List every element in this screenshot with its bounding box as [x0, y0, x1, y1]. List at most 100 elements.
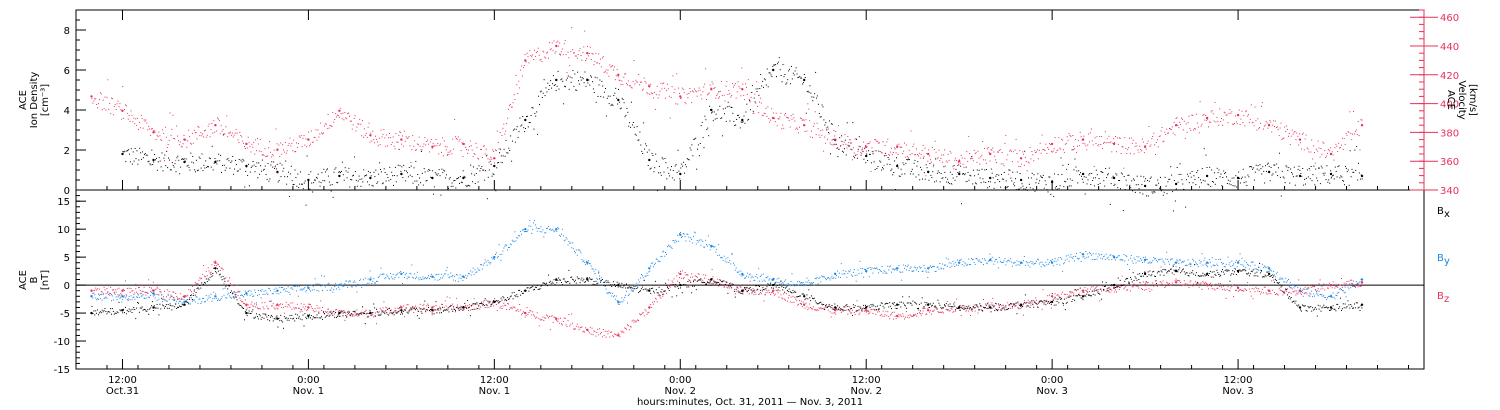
- by-series-sample: [876, 267, 878, 269]
- velocity-series-sample: [597, 62, 599, 64]
- density-series-sample: [279, 162, 281, 164]
- velocity-series-sample: [526, 52, 528, 54]
- by-series-sample: [419, 276, 421, 278]
- velocity-series-sample: [859, 146, 861, 148]
- velocity-series-sample: [1086, 149, 1088, 151]
- density-series-point: [1205, 174, 1209, 178]
- density-series-sample: [146, 154, 148, 156]
- velocity-series-sample: [708, 92, 710, 94]
- bz-series-sample: [339, 315, 341, 317]
- by-series-point: [586, 261, 589, 264]
- velocity-series-sample: [1178, 127, 1180, 129]
- by-series-sample: [436, 273, 438, 275]
- by-series-sample: [667, 244, 669, 246]
- by-series-sample: [950, 262, 952, 264]
- density-series-sample: [217, 160, 219, 162]
- density-series-sample: [740, 121, 742, 123]
- bz-series-sample: [726, 286, 728, 288]
- by-series-sample: [632, 288, 634, 290]
- by-series-sample: [482, 264, 484, 266]
- by-series-sample: [119, 297, 121, 299]
- by-series-sample: [1009, 260, 1011, 262]
- bz-series-sample: [151, 287, 152, 289]
- bz-series-sample: [434, 310, 436, 311]
- by-series-sample: [694, 232, 696, 234]
- by-series-sample: [1053, 260, 1055, 262]
- bz-series-sample: [480, 306, 482, 308]
- velocity-series-sample: [393, 145, 395, 147]
- bz-series-sample: [408, 309, 410, 311]
- density-series-sample: [701, 121, 703, 123]
- density-series-sample: [459, 176, 461, 178]
- velocity-series-sample: [1144, 145, 1146, 147]
- density-series-sample: [679, 178, 681, 180]
- bz-series-sample: [639, 313, 641, 315]
- by-series-sample: [439, 279, 441, 281]
- density-series-sample: [1277, 175, 1279, 177]
- velocity-series-sample: [415, 149, 417, 151]
- bz-series-sample: [348, 310, 350, 312]
- by-series-sample: [152, 295, 154, 297]
- density-series-sample: [343, 179, 345, 181]
- bz-series-sample: [121, 294, 123, 296]
- by-series-sample: [279, 287, 281, 289]
- velocity-series-sample: [365, 132, 367, 134]
- by-series-sample: [257, 294, 258, 296]
- bz-series-sample: [771, 292, 773, 294]
- bz-series-sample: [455, 311, 456, 313]
- by-series-sample: [251, 293, 253, 295]
- by-series-sample: [432, 276, 434, 278]
- density-series-sample: [805, 112, 807, 114]
- density-series-sample: [804, 77, 806, 78]
- by-series-sample: [340, 282, 342, 284]
- bz-series-sample: [91, 290, 93, 292]
- by-series-sample: [605, 288, 607, 290]
- by-series-sample: [1115, 259, 1116, 261]
- by-series-sample: [1302, 295, 1304, 297]
- by-series-sample: [1327, 295, 1329, 297]
- by-series-sample: [678, 240, 680, 242]
- velocity-series-sample: [864, 148, 865, 150]
- by-series-sample: [819, 276, 821, 278]
- velocity-series-sample: [566, 72, 568, 74]
- bz-series-sample: [519, 304, 521, 305]
- by-series-sample: [1137, 260, 1139, 262]
- by-series-sample: [299, 289, 301, 291]
- density-series-sample: [703, 147, 705, 149]
- density-series-sample: [1345, 165, 1346, 167]
- density-series-sample: [736, 119, 738, 120]
- velocity-series-sample: [721, 94, 723, 96]
- density-series-sample: [948, 183, 950, 185]
- by-series-sample: [553, 231, 555, 233]
- by-series-sample: [244, 290, 246, 292]
- velocity-series-sample: [879, 151, 881, 152]
- bz-series-sample: [236, 291, 238, 293]
- density-series-sample: [367, 170, 369, 172]
- density-series-sample: [1196, 172, 1198, 174]
- velocity-series-sample: [520, 69, 522, 71]
- by-series-sample: [593, 270, 595, 272]
- velocity-series-sample: [581, 59, 583, 61]
- density-series-sample: [1160, 176, 1161, 178]
- velocity-series-sample: [1313, 145, 1315, 147]
- bz-series-sample: [575, 325, 577, 327]
- density-series-sample: [1038, 182, 1040, 184]
- velocity-series-sample: [138, 121, 140, 123]
- velocity-series-sample: [133, 117, 135, 119]
- density-series-sample: [550, 80, 552, 82]
- density-series-sample: [302, 188, 304, 190]
- density-series-sample: [210, 166, 212, 168]
- bz-series-sample: [452, 303, 454, 305]
- bz-series-sample: [369, 311, 371, 313]
- density-series-sample: [1285, 165, 1287, 167]
- bz-series-sample: [762, 286, 764, 288]
- bz-series-sample: [588, 332, 590, 334]
- velocity-series-sample: [213, 120, 215, 122]
- density-series-sample: [1195, 184, 1197, 186]
- by-series-sample: [626, 290, 627, 292]
- bz-series-sample: [730, 282, 732, 284]
- velocity-series-sample: [501, 135, 503, 136]
- bz-series-sample: [253, 306, 255, 308]
- by-series-sample: [923, 265, 925, 267]
- velocity-series-sample: [448, 153, 450, 155]
